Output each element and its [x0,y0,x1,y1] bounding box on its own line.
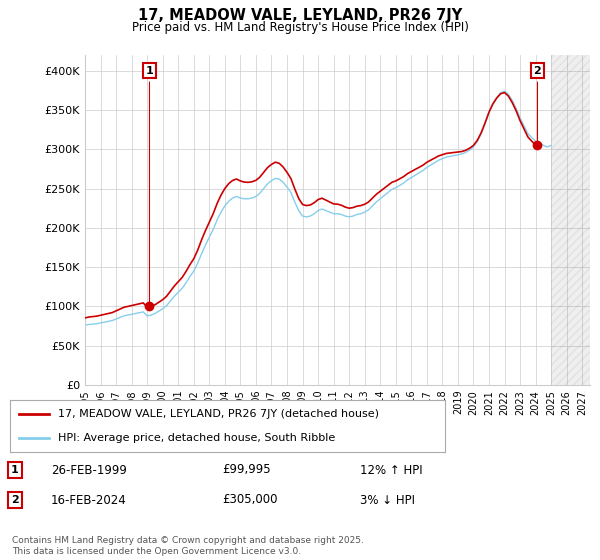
Text: Contains HM Land Registry data © Crown copyright and database right 2025.
This d: Contains HM Land Registry data © Crown c… [12,536,364,556]
Text: 1: 1 [146,66,154,304]
Text: 17, MEADOW VALE, LEYLAND, PR26 7JY (detached house): 17, MEADOW VALE, LEYLAND, PR26 7JY (deta… [58,409,379,419]
Text: £305,000: £305,000 [222,493,277,506]
Text: 17, MEADOW VALE, LEYLAND, PR26 7JY: 17, MEADOW VALE, LEYLAND, PR26 7JY [138,8,462,24]
Text: 3% ↓ HPI: 3% ↓ HPI [360,493,415,506]
Text: £99,995: £99,995 [222,464,271,477]
Text: 26-FEB-1999: 26-FEB-1999 [51,464,127,477]
Text: 2: 2 [533,66,541,143]
Text: Price paid vs. HM Land Registry's House Price Index (HPI): Price paid vs. HM Land Registry's House … [131,21,469,34]
Text: 12% ↑ HPI: 12% ↑ HPI [360,464,422,477]
Text: 1: 1 [11,465,19,475]
Text: HPI: Average price, detached house, South Ribble: HPI: Average price, detached house, Sout… [58,433,335,443]
Text: 16-FEB-2024: 16-FEB-2024 [51,493,127,506]
Bar [551,55,590,385]
Text: 2: 2 [11,495,19,505]
